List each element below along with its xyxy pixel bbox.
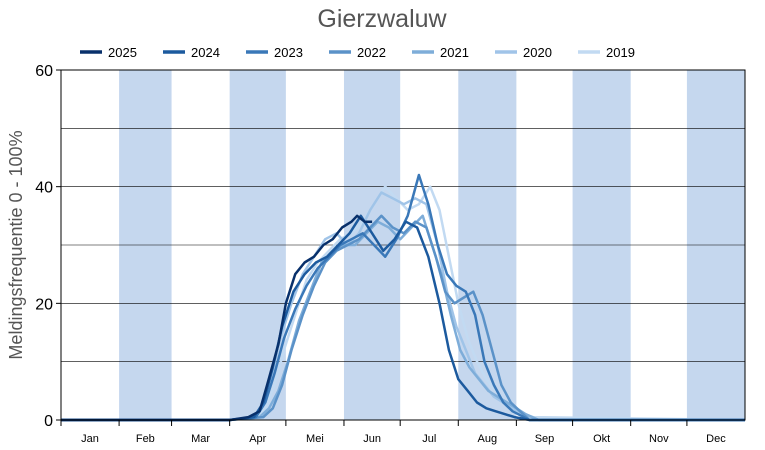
month-label-jul: Jul bbox=[422, 433, 436, 445]
legend-label-2019: 2019 bbox=[606, 45, 635, 60]
month-label-mei: Mei bbox=[306, 433, 324, 445]
grid bbox=[61, 128, 745, 362]
legend-label-2025: 2025 bbox=[108, 45, 137, 60]
legend-label-2020: 2020 bbox=[523, 45, 552, 60]
y-tick-label: 60 bbox=[35, 63, 53, 80]
plot-frame bbox=[60, 69, 746, 421]
month-label-jun: Jun bbox=[363, 433, 381, 445]
month-label-aug: Aug bbox=[478, 433, 498, 445]
y-axis-label: Meldingsfrequentie 0 - 100% bbox=[6, 130, 26, 359]
legend: 2025 2024 2023 2022 2021 2020 2019 bbox=[80, 45, 635, 60]
month-label-jan: Jan bbox=[81, 433, 99, 445]
y-tick-label: 40 bbox=[35, 180, 53, 197]
month-label-dec: Dec bbox=[706, 433, 726, 445]
legend-label-2021: 2021 bbox=[440, 45, 469, 60]
series-lines bbox=[61, 173, 746, 422]
series-line-2022 bbox=[61, 214, 745, 422]
month-label-apr: Apr bbox=[249, 433, 266, 445]
month-label-nov: Nov bbox=[649, 433, 669, 445]
month-label-mar: Mar bbox=[191, 433, 210, 445]
series-line-2025 bbox=[61, 214, 373, 422]
x-axis: Jan Feb Mar Apr Mei Jun Jul Aug Sep Okt Nov Dec bbox=[60, 420, 726, 445]
y-tick-label: 0 bbox=[44, 413, 53, 430]
chart-title: Gierzwaluw bbox=[317, 5, 447, 33]
legend-label-2024: 2024 bbox=[191, 45, 220, 60]
series-line-2023 bbox=[61, 173, 745, 422]
y-tick-label: 20 bbox=[35, 296, 53, 313]
month-label-sep: Sep bbox=[535, 433, 555, 445]
y-axis: 0 20 40 60 bbox=[35, 63, 61, 430]
legend-label-2023: 2023 bbox=[274, 45, 303, 60]
month-label-okt: Okt bbox=[593, 433, 610, 445]
legend-label-2022: 2022 bbox=[357, 45, 386, 60]
month-label-feb: Feb bbox=[136, 433, 155, 445]
